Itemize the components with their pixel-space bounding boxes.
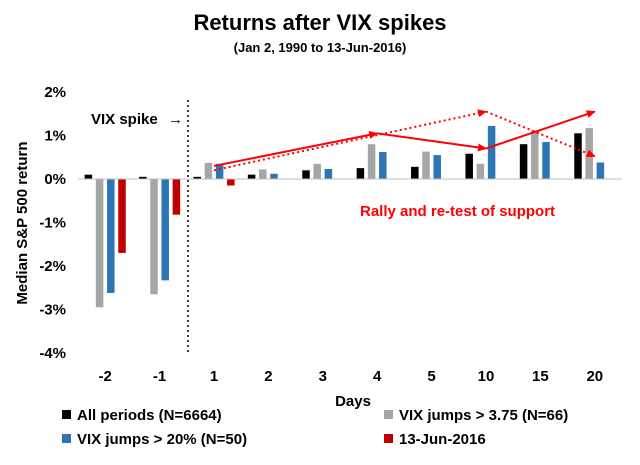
legend-label-13-jun-2016: 13-Jun-2016 <box>399 431 486 448</box>
bar <box>84 174 93 179</box>
y-tick-label: -2% <box>39 258 66 275</box>
bar <box>139 176 147 179</box>
bar <box>422 151 430 179</box>
trend-arrow-dotted <box>213 109 487 172</box>
bar <box>542 142 550 179</box>
x-tick-label: -2 <box>99 368 112 385</box>
bar <box>574 133 582 179</box>
bar <box>204 162 213 179</box>
bar <box>107 179 115 293</box>
bar <box>118 179 126 253</box>
x-tick-label: 1 <box>210 368 218 385</box>
bar <box>379 152 387 179</box>
chart-title: Returns after VIX spikes <box>193 10 446 35</box>
x-tick-label: 3 <box>319 368 327 385</box>
x-tick-label: 15 <box>532 368 549 385</box>
legend-label-all-periods: All periods (N=6664) <box>77 407 222 424</box>
legend: All periods (N=6664) VIX jumps > 3.75 (N… <box>62 407 568 448</box>
x-tick-label: 4 <box>373 368 382 385</box>
bar <box>324 168 333 179</box>
bar <box>270 173 278 179</box>
trend-arrow-solid <box>485 110 596 150</box>
bar <box>247 174 256 179</box>
bar <box>367 144 376 179</box>
y-tick-label: -1% <box>39 215 66 232</box>
y-tick-label: -3% <box>39 302 66 319</box>
bar <box>313 163 321 179</box>
bar <box>302 170 310 179</box>
x-tick-label: 5 <box>427 368 435 385</box>
bar <box>227 179 235 186</box>
bar <box>465 153 473 179</box>
y-tick-label: 1% <box>44 128 66 145</box>
rally-annotation: Rally and re-test of support <box>360 203 555 220</box>
legend-swatch-13-jun-2016 <box>384 434 393 443</box>
x-axis-label: Days <box>335 393 371 410</box>
bar <box>596 162 605 179</box>
bar <box>519 144 528 179</box>
x-tick-label: 20 <box>586 368 603 385</box>
legend-label-vix-20pct: VIX jumps > 20% (N=50) <box>77 431 247 448</box>
legend-swatch-vix-375 <box>384 410 393 419</box>
bar <box>193 176 201 179</box>
bar <box>356 168 365 180</box>
x-tick-label: 2 <box>264 368 272 385</box>
y-axis-label: Median S&P 500 return <box>14 141 31 304</box>
bar <box>531 130 539 179</box>
trend-arrow-solid <box>213 130 379 167</box>
bar <box>259 169 267 179</box>
x-tick-label: -1 <box>153 368 166 385</box>
legend-swatch-vix-20pct <box>62 434 71 443</box>
y-tick-label: 0% <box>44 171 66 188</box>
x-tick-label: 10 <box>478 368 495 385</box>
trend-arrow-solid <box>377 132 487 152</box>
bar <box>95 179 104 308</box>
y-tick-label: 2% <box>44 84 66 101</box>
x-axis-ticks: -2 -1 1 2 3 4 5 10 15 20 <box>99 368 604 385</box>
bar <box>161 179 169 281</box>
legend-swatch-all-periods <box>62 410 71 419</box>
bar <box>172 179 181 215</box>
chart-subtitle: (Jan 2, 1990 to 13-Jun-2016) <box>234 40 407 55</box>
vix-spike-label: VIX spike <box>91 111 158 128</box>
vix-spike-arrow: → <box>168 111 183 128</box>
y-axis-ticks: 2% 1% 0% -1% -2% -3% -4% <box>39 84 66 362</box>
bar <box>433 155 441 179</box>
trend-arrows <box>213 109 596 172</box>
bar <box>411 166 419 179</box>
bar <box>215 163 224 179</box>
bar <box>476 163 485 179</box>
bar <box>487 125 496 179</box>
bar <box>150 179 158 295</box>
legend-label-vix-375: VIX jumps > 3.75 (N=66) <box>399 407 568 424</box>
y-tick-label: -4% <box>39 345 66 362</box>
